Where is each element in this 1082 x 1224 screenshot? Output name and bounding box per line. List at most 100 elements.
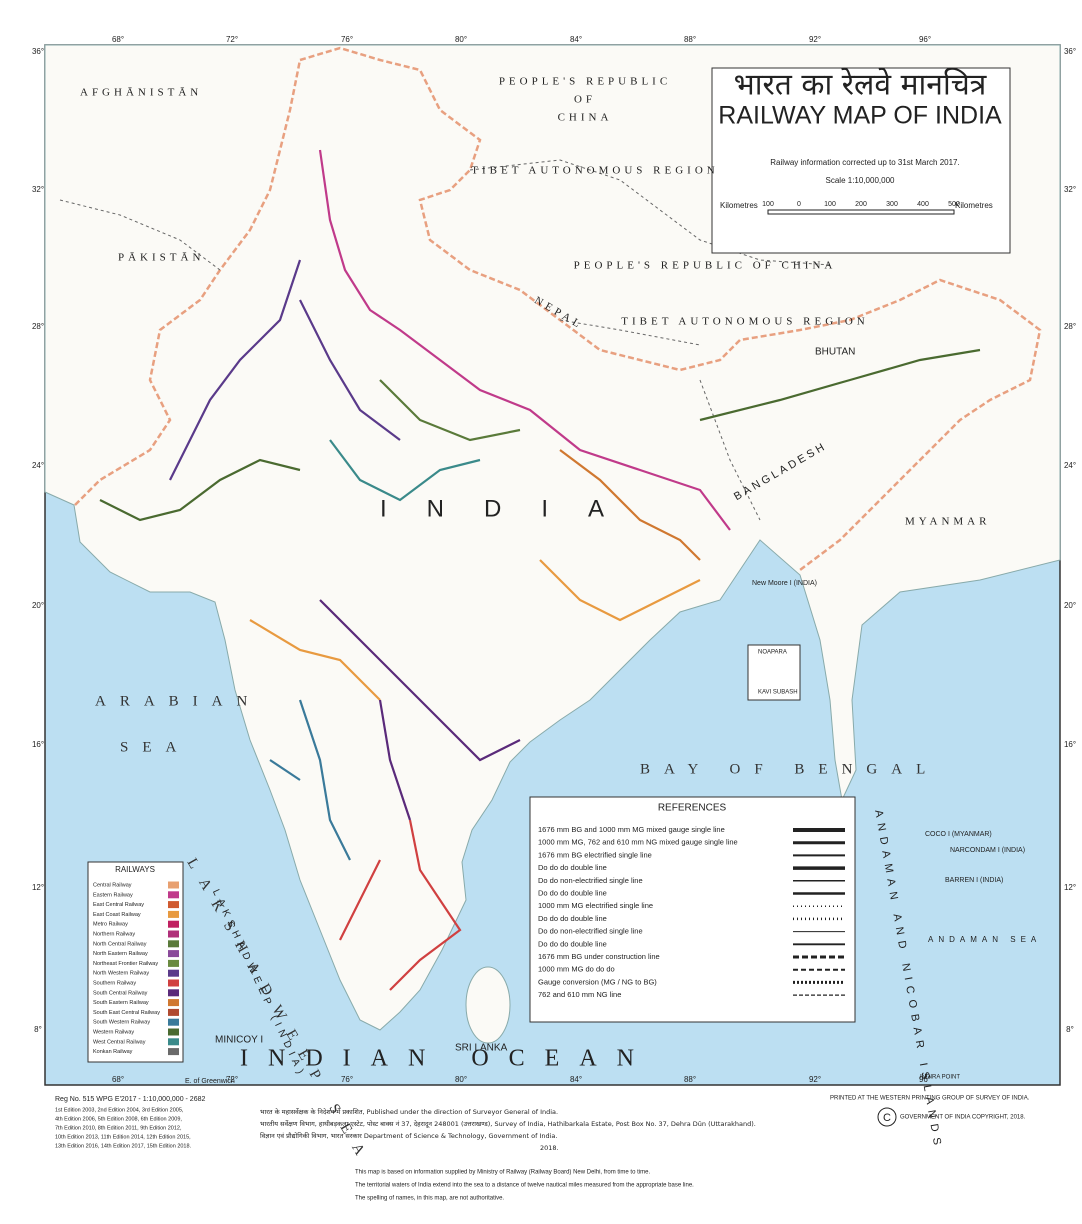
country-label: INDIA (380, 495, 644, 522)
sea-label: SEA (120, 739, 190, 755)
rail (99, 348, 981, 522)
legend-swatch (168, 901, 179, 909)
reference-label: Gauge conversion (MG / NG to BG) (538, 977, 657, 986)
longitude-label: 80° (455, 35, 467, 44)
island-label: New Moore I (INDIA) (752, 580, 817, 587)
title-hindi: भारत का रेलवे मानचित्र (734, 68, 987, 103)
edition-line: 4th Edition 2006, 5th Edition 2008, 6th … (55, 1116, 182, 1122)
sea-label: INDIAN OCEAN (240, 1046, 654, 1072)
printed: PRINTED AT THE WESTERN PRINTING GROUP OF… (830, 1096, 1030, 1102)
rail (319, 599, 521, 821)
legend-swatch (168, 1048, 179, 1056)
reference-label: 1000 mm MG do do do (538, 965, 615, 974)
rail (329, 439, 481, 502)
scale-tick: 400 (917, 201, 929, 208)
latitude-label: 16° (1064, 740, 1076, 749)
latitude-label: 8° (34, 1025, 42, 1034)
island-label: MINICOY I (215, 1035, 263, 1046)
longitude-label: 96° (919, 1075, 931, 1084)
legend-label: Eastern Railway (93, 892, 133, 898)
scale-bar: 100 0 100 200 300 400 500 (762, 201, 960, 215)
legend-swatch (168, 979, 179, 987)
info: Railway information corrected up to 31st… (770, 158, 959, 167)
rail (249, 559, 701, 701)
legend-swatch (168, 1008, 179, 1016)
scale-tick: 100 (824, 201, 836, 208)
scale: Scale 1:10,000,000 (826, 176, 895, 185)
latitude-label: 20° (32, 601, 44, 610)
legend-label: East Central Railway (93, 902, 144, 908)
latitude-label: 32° (32, 185, 44, 194)
country-label: MYANMAR (905, 516, 990, 528)
title: RAILWAY MAP OF INDIA (718, 102, 1002, 130)
reference-label: 762 and 610 mm NG line (538, 990, 621, 999)
longitude-label: 72° (226, 1075, 238, 1084)
scale-tick: 200 (855, 201, 867, 208)
references-title: REFERENCES (658, 803, 727, 814)
latitude-label: 8° (1066, 1025, 1074, 1034)
island-label: BARREN I (INDIA) (945, 877, 1003, 884)
longitude-label: 68° (112, 1075, 124, 1084)
country-label: PĀKISTĀN (118, 252, 204, 264)
latitude-label: 24° (1064, 461, 1076, 470)
rail (559, 449, 701, 561)
legend-swatch (168, 940, 179, 948)
legend-label: Southern Railway (93, 980, 136, 986)
scale-tick: 0 (797, 201, 801, 208)
sea-label: BAY OF BENGAL (640, 761, 939, 777)
legend-label: Northern Railway (93, 931, 135, 937)
legend-swatch (168, 910, 179, 918)
legend-swatch (168, 930, 179, 938)
reference-label: Do do do double line (538, 914, 607, 923)
legend-label: Western Railway (93, 1029, 134, 1035)
country-label: PEOPLE'S REPUBLIC OF CHINA (574, 260, 837, 272)
latitude-label: 12° (1064, 883, 1076, 892)
legend-label: East Coast Railway (93, 912, 141, 918)
inset-label: KAVI SUBASH (758, 690, 798, 696)
legend-swatch (168, 881, 179, 889)
island-label: NARCONDAM I (INDIA) (950, 847, 1025, 854)
rail (318, 149, 731, 531)
reference-label: 1676 mm BG electrified single line (538, 850, 652, 859)
latitude-label: 28° (32, 322, 44, 331)
reference-label: Do do do double line (538, 888, 607, 897)
legend-label: South East Central Railway (93, 1010, 160, 1016)
reference-label: Do do non-electrified single line (538, 927, 643, 936)
longitude-label: 88° (684, 35, 696, 44)
india-border (74, 46, 1042, 571)
reference-label: Do do do double line (538, 939, 607, 948)
inset (747, 644, 801, 701)
references-box (529, 796, 856, 1023)
legend-swatch (168, 950, 179, 958)
longitude-label: 88° (684, 1075, 696, 1084)
island-label: COCO I (MYANMAR) (925, 831, 992, 838)
scale-bar-rect (767, 209, 955, 215)
reference-label: Do do non-electrified single line (538, 876, 643, 885)
longitude-label: 72° (226, 35, 238, 44)
inset-label: NOAPARA (758, 650, 787, 656)
copyright-symbol (877, 1107, 897, 1127)
reference-label: 1676 mm BG and 1000 mm MG mixed gauge si… (538, 825, 725, 834)
longitude-label: 80° (455, 1075, 467, 1084)
footer: Reg No. 515 WPG E'2017 - 1:10,000,000 - … (55, 1096, 1030, 1202)
note-line: The spelling of names, in this map, are … (355, 1196, 504, 1202)
latitude-label: 32° (1064, 185, 1076, 194)
reference-label: Do do do double line (538, 863, 607, 872)
railways-legend (87, 861, 184, 1063)
rail (339, 819, 462, 991)
legend-swatch (168, 999, 179, 1007)
legend-label: Northeast Frontier Railway (93, 961, 158, 967)
legend-swatch (168, 891, 179, 899)
legend-swatch (168, 969, 179, 977)
title-box (711, 67, 1011, 254)
legend-swatch (168, 1018, 179, 1026)
reg-number: Reg No. 515 WPG E'2017 - 1:10,000,000 - … (55, 1096, 205, 1103)
legend-label: South Western Railway (93, 1020, 150, 1026)
edition-line: 7th Edition 2010, 8th Edition 2011, 9th … (55, 1125, 182, 1131)
legend-title: RAILWAYS (115, 865, 155, 874)
legend-label: North Eastern Railway (93, 951, 148, 957)
region-label: TIBET AUTONOMOUS REGION (621, 316, 868, 328)
latitude-label: 20° (1064, 601, 1076, 610)
land (44, 44, 1061, 1031)
region-label: TIBET AUTONOMOUS REGION (471, 165, 718, 177)
